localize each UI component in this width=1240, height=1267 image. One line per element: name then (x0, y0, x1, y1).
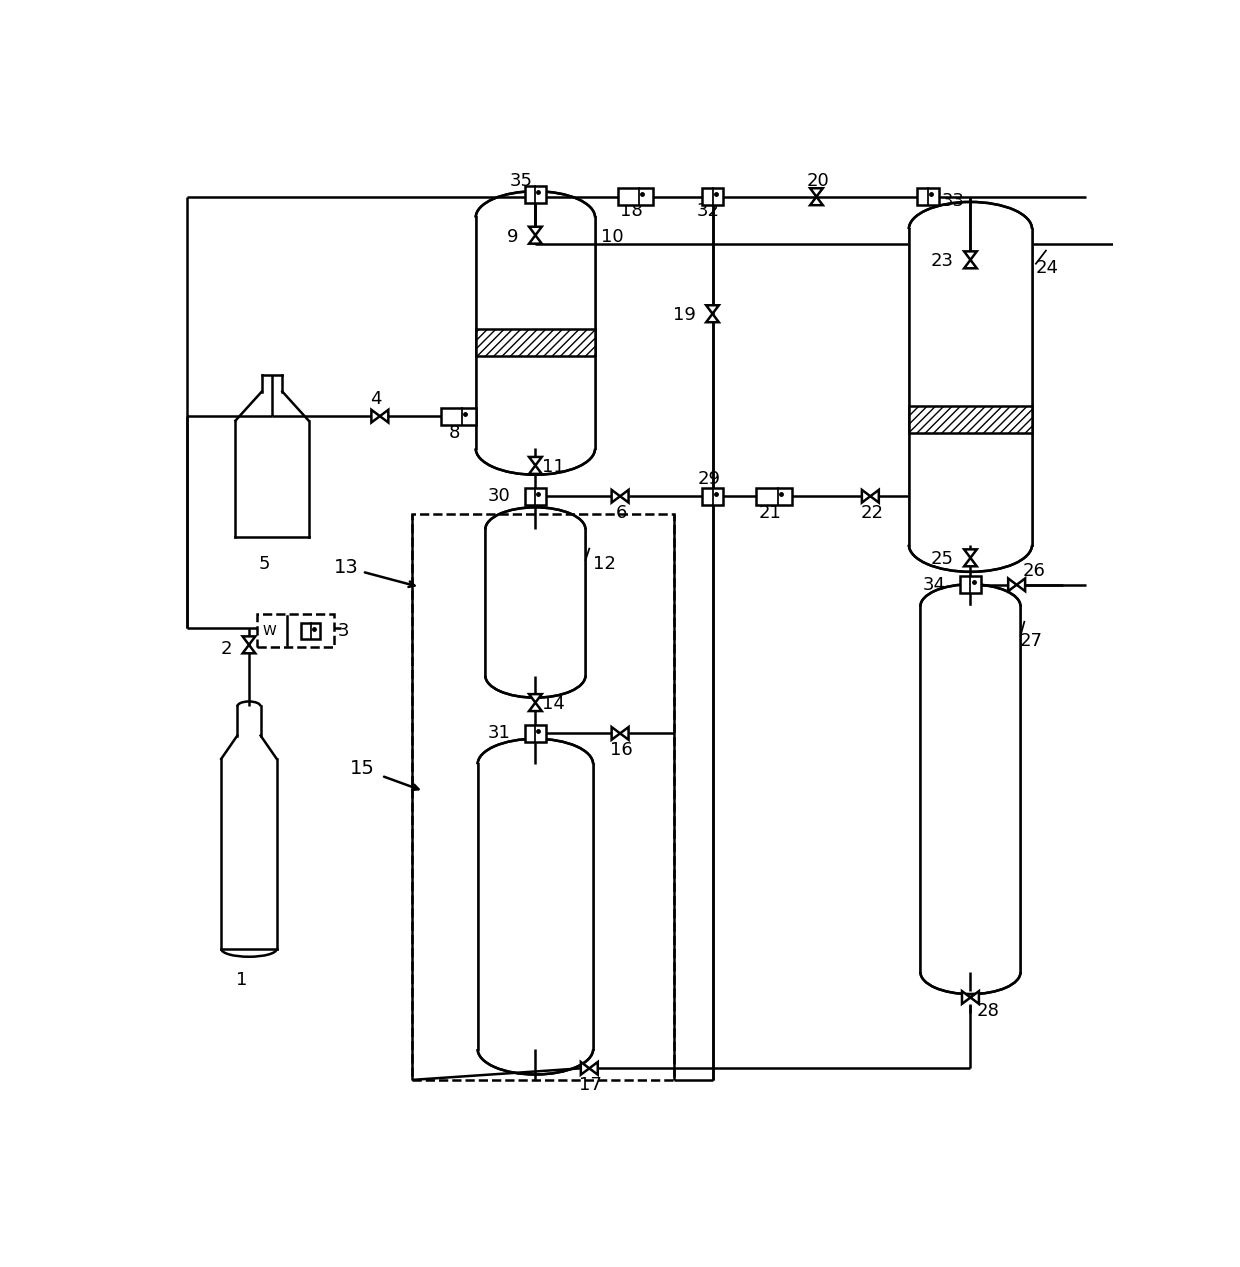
Text: 35: 35 (510, 171, 533, 190)
Text: 5: 5 (259, 555, 270, 573)
Polygon shape (243, 645, 255, 654)
Polygon shape (529, 465, 542, 474)
Bar (756, 488, 792, 504)
Polygon shape (870, 490, 879, 503)
Polygon shape (963, 557, 977, 566)
Text: 32: 32 (697, 201, 720, 219)
Polygon shape (963, 550, 977, 557)
Polygon shape (529, 457, 542, 465)
Text: 16: 16 (610, 741, 632, 759)
Polygon shape (611, 727, 620, 740)
Text: 22: 22 (861, 504, 883, 522)
Text: 29: 29 (697, 470, 720, 488)
Polygon shape (476, 218, 595, 449)
Text: 13: 13 (335, 559, 360, 578)
Polygon shape (379, 409, 388, 422)
Bar (440, 408, 476, 424)
Text: 2: 2 (221, 640, 232, 658)
Polygon shape (971, 991, 978, 1003)
Text: 11: 11 (542, 457, 564, 476)
Polygon shape (485, 530, 585, 675)
Text: 25: 25 (930, 550, 954, 569)
Text: 27: 27 (1019, 632, 1042, 650)
Text: 8: 8 (449, 424, 460, 442)
Text: 26: 26 (1023, 563, 1045, 580)
Text: 15: 15 (350, 759, 374, 778)
Bar (525, 488, 546, 504)
Text: W: W (263, 623, 277, 639)
Polygon shape (620, 490, 629, 503)
Polygon shape (1008, 579, 1017, 592)
Text: 6: 6 (616, 504, 627, 522)
Text: 12: 12 (593, 555, 616, 573)
Polygon shape (243, 636, 255, 645)
Polygon shape (706, 305, 719, 314)
Bar (702, 488, 723, 504)
Text: 30: 30 (489, 488, 511, 506)
Text: 34: 34 (923, 575, 946, 594)
Polygon shape (920, 607, 1021, 972)
Polygon shape (963, 260, 977, 269)
Bar (412, 514, 675, 1079)
Text: 19: 19 (672, 307, 696, 324)
Polygon shape (963, 251, 977, 260)
Polygon shape (620, 727, 629, 740)
Text: 23: 23 (930, 252, 954, 270)
Bar (918, 189, 939, 205)
Text: 17: 17 (579, 1076, 603, 1095)
Polygon shape (962, 991, 971, 1003)
Text: 31: 31 (487, 725, 511, 742)
Bar (525, 725, 546, 742)
Text: 24: 24 (1035, 258, 1059, 276)
Polygon shape (372, 409, 379, 422)
Text: 14: 14 (542, 696, 564, 713)
Polygon shape (529, 703, 542, 711)
Polygon shape (862, 490, 870, 503)
Polygon shape (611, 490, 620, 503)
Text: 33: 33 (942, 191, 965, 209)
Text: 3: 3 (337, 622, 348, 640)
Bar (702, 189, 723, 205)
Text: 4: 4 (371, 390, 382, 408)
Polygon shape (529, 236, 542, 243)
Text: 20: 20 (806, 172, 830, 190)
Text: 1: 1 (236, 971, 247, 988)
Polygon shape (477, 764, 593, 1049)
Polygon shape (580, 1062, 589, 1074)
Text: 10: 10 (601, 228, 624, 246)
Bar (301, 623, 320, 639)
Bar (476, 329, 595, 356)
Text: 28: 28 (977, 1002, 999, 1020)
Polygon shape (810, 196, 823, 205)
Bar (525, 186, 546, 203)
Polygon shape (1017, 579, 1025, 592)
Polygon shape (706, 314, 719, 322)
Polygon shape (589, 1062, 598, 1074)
Text: 18: 18 (620, 201, 644, 219)
Bar (909, 407, 1032, 433)
Text: 9: 9 (507, 228, 518, 246)
Polygon shape (810, 189, 823, 196)
Polygon shape (909, 229, 1032, 545)
Bar (257, 614, 334, 647)
Polygon shape (529, 694, 542, 703)
Polygon shape (529, 227, 542, 236)
Bar (960, 576, 981, 593)
Bar (618, 189, 653, 205)
Text: 21: 21 (759, 504, 781, 522)
